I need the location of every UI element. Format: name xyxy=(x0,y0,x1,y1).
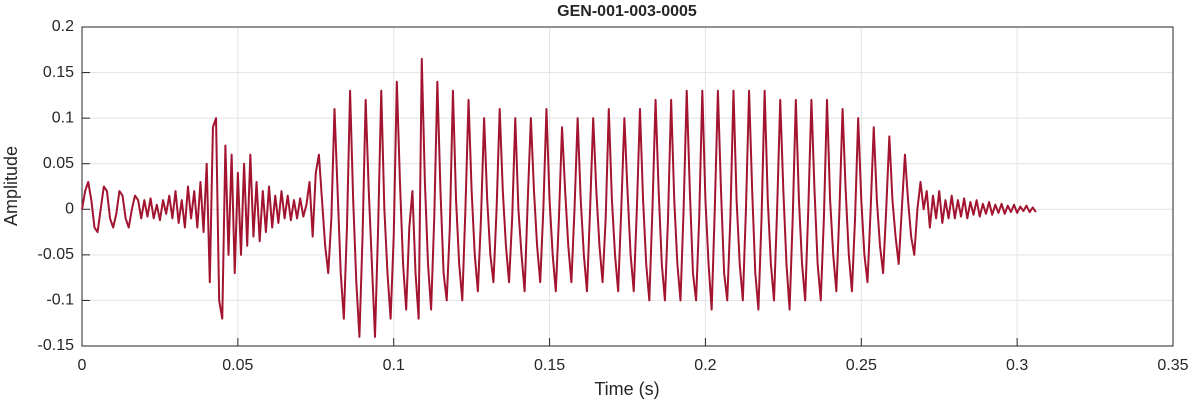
x-axis-label: Time (s) xyxy=(594,379,659,399)
x-tick-label: 0 xyxy=(78,357,87,374)
y-tick-label: 0.15 xyxy=(43,64,74,81)
x-tick-label: 0.05 xyxy=(222,357,253,374)
y-tick-label: 0.1 xyxy=(52,109,74,126)
y-tick-label: -0.05 xyxy=(38,246,75,263)
chart-title: GEN-001-003-0005 xyxy=(557,3,697,20)
x-tick-label: 0.35 xyxy=(1157,357,1188,374)
y-tick-label: 0.05 xyxy=(43,155,74,172)
x-tick-label: 0.3 xyxy=(1006,357,1028,374)
x-tick-label: 0.2 xyxy=(694,357,716,374)
y-tick-label: 0.2 xyxy=(52,18,74,35)
plot-frame xyxy=(81,26,1174,347)
x-tick-label: 0.15 xyxy=(534,357,565,374)
waveform-line xyxy=(81,57,1037,338)
y-tick-label: -0.1 xyxy=(46,292,74,309)
y-tick-label: -0.15 xyxy=(38,337,75,354)
y-tick-label: 0 xyxy=(65,201,74,218)
x-tick-label: 0.25 xyxy=(846,357,877,374)
y-axis-label: Amplitude xyxy=(1,146,21,226)
x-tick-label: 0.1 xyxy=(383,357,405,374)
